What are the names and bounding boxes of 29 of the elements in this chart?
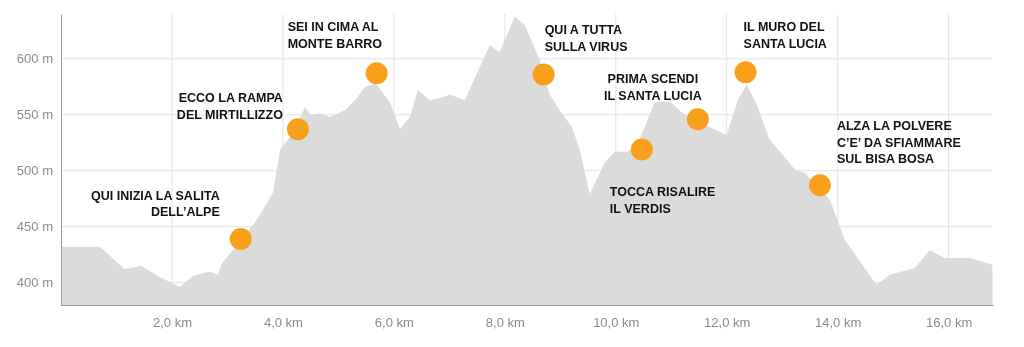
point: [286, 118, 309, 141]
y-tick-label: 400 m: [16, 275, 53, 291]
annotation: QUI INIZIA LA SALITA DELL’ALPE: [91, 188, 220, 220]
x-tick-label: 2,0 km: [152, 315, 192, 331]
annotation: PRIMA SCENDI IL SANTA LUCIA: [604, 72, 702, 103]
annotation: SEI IN CIMA AL MONTE BARRO: [287, 20, 383, 51]
x-tick-label: 16,0 km: [925, 315, 973, 331]
x-tick-label: 6,0 km: [374, 315, 414, 331]
y-tick-label: 550 m: [16, 107, 53, 123]
y-tick-label: 450 m: [16, 219, 53, 235]
point: [229, 227, 252, 250]
x-tick-label: 12,0 km: [704, 315, 751, 331]
x-tick-label: 14,0 km: [815, 315, 862, 331]
annotation: IL MURO DEL SANTA LUCIA: [743, 20, 827, 51]
annotation: ALZA LA POLVERE C’E’ DA SFIAMMARE SUL BISA BOSA: [836, 119, 961, 167]
point: [532, 63, 555, 86]
y-tick-label: 600 m: [16, 51, 53, 67]
annotation: QUI A TUTTA SULLA VIRUS: [544, 23, 628, 54]
point: [365, 62, 388, 85]
annotation: ECCO LA RAMPA DEL MIRTILLIZZO: [176, 91, 284, 122]
annotation: TOCCA RISALIRE IL VERDIS: [609, 185, 716, 216]
x-tick-label: 10,0 km: [593, 315, 640, 331]
point: [630, 138, 653, 161]
point: [734, 61, 757, 84]
point: [686, 108, 709, 131]
point: [808, 174, 831, 197]
x-tick-label: 8,0 km: [485, 315, 525, 331]
y-tick-label: 500 m: [16, 163, 53, 179]
x-tick-label: 4,0 km: [263, 315, 303, 331]
